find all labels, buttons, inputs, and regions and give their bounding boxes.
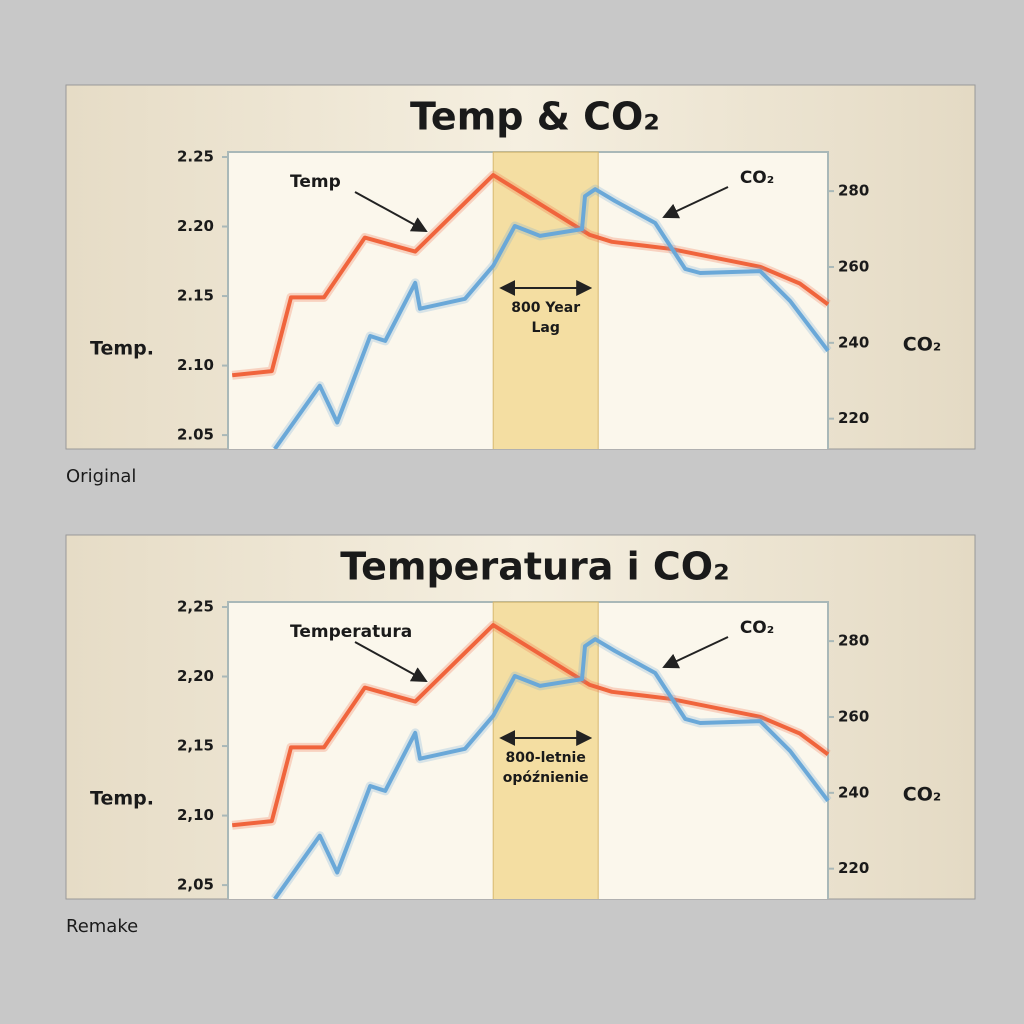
plot (227, 151, 832, 449)
chart-panel: 2,25 2,20 2,15 2,10 2,05 220 240 260 280 Temperat… (65, 534, 976, 900)
temp-annotation: Temp (290, 172, 341, 192)
co2-annotation: CO₂ (740, 168, 774, 188)
caption: Remake (66, 916, 138, 937)
annotation-arrow (662, 636, 729, 669)
y2-tick-label: 260 (838, 257, 869, 275)
annotation-arrow (354, 641, 428, 682)
y2-axis-label: CO₂ (903, 334, 941, 356)
series-line (273, 187, 830, 449)
chart-title: Temp & CO₂ (410, 95, 660, 139)
y-axis-label: Temp. (90, 338, 154, 360)
y-tick-label: 2.25 (177, 148, 214, 166)
y2-tick-label: 280 (838, 632, 869, 650)
y-tick-label: 2,10 (177, 806, 214, 824)
y-axis-label: Temp. (90, 788, 154, 810)
y2-tick-label: 220 (838, 859, 869, 877)
y-tick-label: 2,15 (177, 737, 214, 755)
y-tick-label: 2,05 (177, 876, 214, 894)
y-tick-label: 2,25 (177, 598, 214, 616)
plot (227, 601, 832, 899)
y2-tick-label: 240 (838, 783, 869, 801)
caption: Original (66, 466, 136, 487)
temp-annotation: Temperatura (290, 622, 412, 642)
chart-title: Temperatura i CO₂ (340, 545, 730, 589)
y2-tick-label: 280 (838, 182, 869, 200)
annotation-arrow (662, 186, 729, 219)
lag-band (492, 151, 599, 449)
y-tick-label: 2.05 (177, 426, 214, 444)
co2-annotation: CO₂ (740, 618, 774, 638)
y2-tick-label: 220 (838, 409, 869, 427)
series-line (231, 173, 830, 378)
lag-annotation: 800-letnie (506, 750, 586, 766)
y2-tick-label: 240 (838, 333, 869, 351)
y2-axis-label: CO₂ (903, 784, 941, 806)
y-tick-label: 2.20 (177, 217, 214, 235)
lag-annotation: 800 Year (511, 300, 580, 316)
y2-tick-label: 260 (838, 707, 869, 725)
chart-panel: 2.25 2.20 2.15 2.10 2.05 220 240 260 280 Temp & C… (65, 84, 976, 450)
lag-annotation: opóźnienie (503, 770, 589, 786)
y-tick-label: 2,20 (177, 667, 214, 685)
lag-band (492, 601, 599, 899)
series-line (273, 637, 830, 899)
lag-annotation: Lag (532, 320, 560, 336)
y-tick-label: 2.15 (177, 287, 214, 305)
series-line (231, 623, 830, 828)
annotation-arrow (354, 191, 428, 232)
y-tick-label: 2.10 (177, 356, 214, 374)
